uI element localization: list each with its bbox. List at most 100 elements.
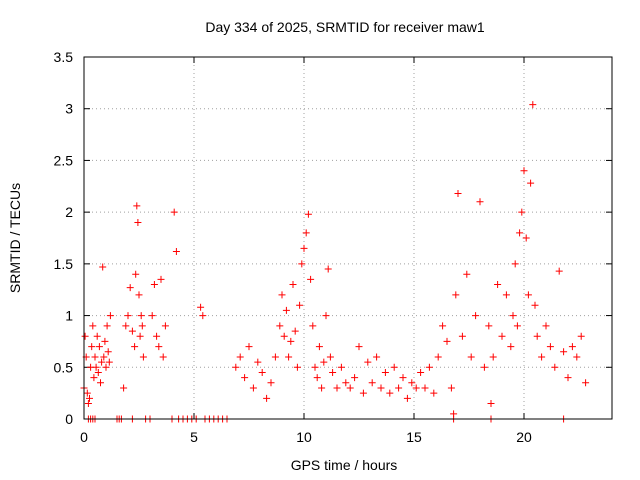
data-point: [373, 353, 381, 361]
data-point: [138, 322, 146, 330]
data-point: [386, 389, 394, 397]
y-tick-label: 0.5: [54, 359, 74, 375]
data-point: [106, 312, 114, 320]
x-axis-title: GPS time / hours: [291, 457, 398, 473]
data-point: [315, 343, 323, 351]
data-point: [302, 229, 310, 237]
data-point: [425, 363, 433, 371]
data-point: [509, 312, 517, 320]
data-point: [320, 358, 328, 366]
data-point: [199, 312, 207, 320]
data-point: [159, 353, 167, 361]
data-point: [454, 190, 462, 198]
data-point: [417, 368, 425, 376]
data-point: [161, 322, 169, 330]
data-point: [577, 332, 585, 340]
data-point: [522, 234, 530, 242]
data-point: [555, 267, 563, 275]
data-point: [434, 353, 442, 361]
data-point: [254, 358, 262, 366]
data-point: [97, 379, 104, 387]
axis-ticks: 0 0.5 1 1.5 2 2.5 3 3.5 0 5 10 15 20: [54, 49, 612, 445]
data-point: [197, 303, 205, 311]
data-point: [524, 291, 532, 299]
data-point: [421, 384, 429, 392]
data-point: [520, 167, 528, 175]
data-point: [307, 275, 315, 283]
data-point: [289, 281, 297, 289]
data-point: [351, 374, 359, 382]
data-point: [133, 202, 141, 210]
data-point: [502, 291, 510, 299]
data-point: [452, 291, 460, 299]
data-point: [538, 353, 546, 361]
data-point: [381, 368, 389, 376]
data-point: [472, 312, 480, 320]
data-point: [298, 260, 306, 268]
data-point: [326, 353, 334, 361]
data-point: [408, 379, 416, 387]
data-point: [304, 210, 312, 218]
data-point: [100, 353, 108, 361]
data-point: [582, 379, 590, 387]
data-point: [139, 353, 147, 361]
data-point: [463, 270, 471, 278]
data-points: [80, 101, 590, 423]
y-tick-label: 0: [65, 411, 73, 427]
data-point: [395, 384, 403, 392]
data-point: [403, 394, 411, 402]
data-point: [280, 332, 288, 340]
data-point: [390, 363, 398, 371]
data-point: [134, 218, 142, 226]
data-point: [135, 291, 143, 299]
data-point: [458, 332, 466, 340]
data-point: [300, 244, 308, 252]
data-point: [103, 322, 111, 330]
data-point: [232, 363, 240, 371]
data-point: [88, 343, 96, 351]
data-point: [95, 343, 103, 351]
data-point: [81, 332, 89, 340]
data-point: [170, 208, 178, 216]
data-point: [542, 322, 550, 330]
data-point: [137, 312, 145, 320]
y-tick-label: 1.5: [54, 256, 74, 272]
data-point: [132, 270, 140, 278]
data-point: [318, 384, 326, 392]
data-point: [282, 306, 290, 314]
data-point: [249, 384, 257, 392]
x-tick-label: 0: [80, 429, 88, 445]
data-point: [430, 389, 438, 397]
data-point: [236, 353, 244, 361]
plot-frame: [83, 56, 613, 420]
data-point: [560, 348, 568, 356]
data-point: [480, 363, 488, 371]
data-point: [101, 337, 109, 345]
data-point: [443, 337, 451, 345]
data-point: [122, 322, 130, 330]
data-point: [291, 327, 299, 335]
data-point: [241, 374, 249, 382]
data-point: [518, 208, 526, 216]
data-point: [324, 265, 332, 273]
data-point: [551, 363, 559, 371]
data-point: [313, 374, 321, 382]
data-point: [364, 358, 372, 366]
x-tick-label: 20: [516, 429, 532, 445]
data-point: [377, 384, 385, 392]
data-point: [355, 343, 363, 351]
data-point: [476, 198, 484, 206]
x-tick-label: 15: [406, 429, 422, 445]
data-point: [131, 343, 139, 351]
data-point: [86, 394, 93, 402]
data-point: [293, 363, 301, 371]
y-tick-label: 2: [65, 204, 73, 220]
data-point: [267, 379, 275, 387]
data-point: [155, 343, 163, 351]
y-tick-label: 3.5: [54, 49, 74, 65]
grid-lines: [84, 57, 612, 419]
data-point: [245, 343, 253, 351]
data-point: [333, 384, 341, 392]
data-point: [516, 229, 524, 237]
